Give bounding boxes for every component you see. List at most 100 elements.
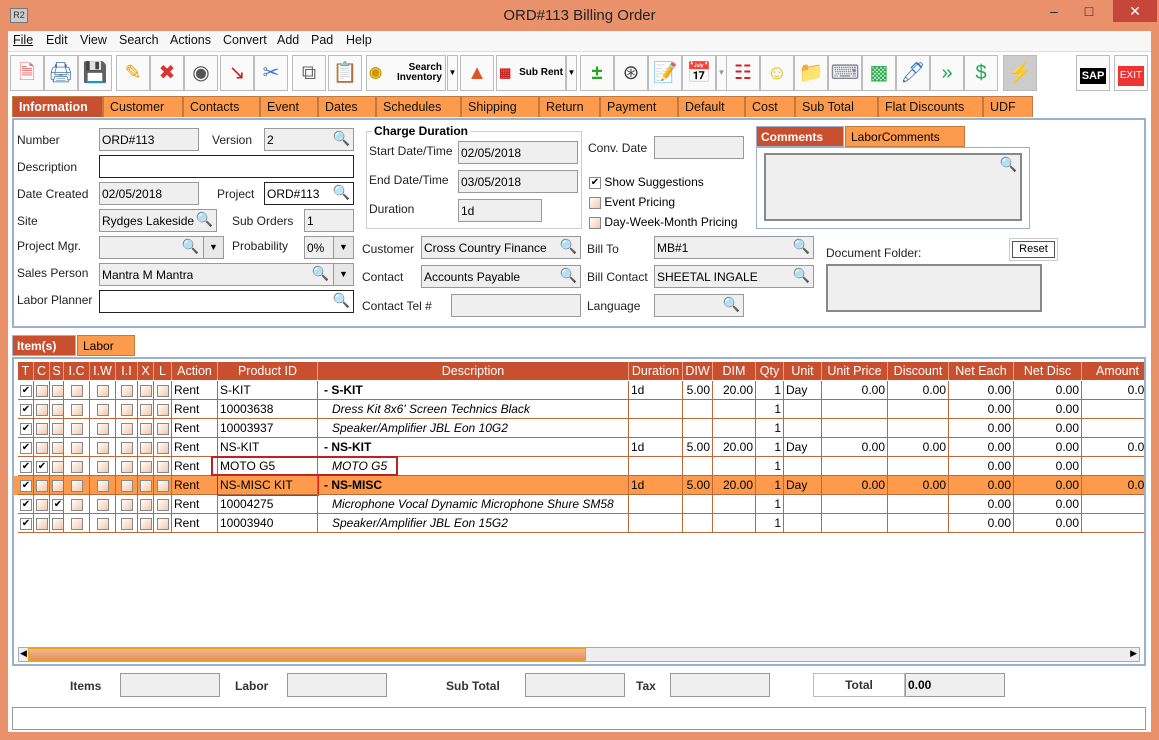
table-row[interactable]: ✔ Rent 10003638 Dress Kit 8x6' Screen Techn… bbox=[14, 400, 1144, 419]
cell-qty[interactable]: 1 bbox=[756, 381, 784, 400]
probability-select[interactable]: 0% ▼ bbox=[304, 236, 354, 259]
date-created-field[interactable]: 02/05/2018 bbox=[99, 182, 199, 205]
notepad-icon[interactable]: 📝 bbox=[648, 55, 682, 91]
cell-amount[interactable]: 0.00 bbox=[1082, 476, 1144, 495]
cell-unit[interactable]: Day bbox=[784, 476, 822, 495]
checkbox-unchecked[interactable] bbox=[156, 403, 169, 416]
checkbox-unchecked[interactable] bbox=[156, 460, 169, 473]
checkbox-checked[interactable]: ✔ bbox=[20, 517, 32, 530]
column-header-action[interactable]: Action bbox=[172, 362, 218, 380]
labor-planner-field[interactable]: 🔍 bbox=[99, 290, 354, 313]
conv-date-field[interactable] bbox=[654, 136, 744, 159]
site-field[interactable]: Rydges Lakeside Ca🔍 bbox=[99, 209, 217, 232]
checkbox-unchecked[interactable] bbox=[140, 498, 152, 511]
checkbox-unchecked[interactable] bbox=[36, 479, 48, 492]
minimize-button[interactable]: – bbox=[1050, 3, 1058, 19]
bill-contact-field[interactable]: SHEETAL INGALE 🔍 bbox=[654, 265, 814, 288]
hierarchy-icon[interactable]: ☷ bbox=[726, 55, 760, 91]
checkbox-unchecked[interactable] bbox=[156, 517, 169, 530]
tab-event[interactable]: Event bbox=[260, 96, 318, 117]
column-header-i-i[interactable]: I.I bbox=[116, 362, 138, 380]
checkbox-unchecked[interactable] bbox=[52, 422, 63, 435]
tab-shipping[interactable]: Shipping bbox=[461, 96, 539, 117]
cell-diw[interactable] bbox=[683, 400, 713, 419]
cell-duration[interactable] bbox=[629, 419, 683, 438]
checkbox-unchecked[interactable] bbox=[36, 517, 48, 530]
tab-dates[interactable]: Dates bbox=[318, 96, 376, 117]
cell-description[interactable]: - NS-KIT bbox=[318, 438, 629, 457]
checkbox-unchecked[interactable] bbox=[96, 517, 109, 530]
cell-amount[interactable] bbox=[1082, 400, 1144, 419]
maximize-button[interactable]: □ bbox=[1084, 3, 1094, 19]
menu-convert[interactable]: Convert bbox=[223, 33, 267, 47]
cell-product-id[interactable]: MOTO G5 bbox=[218, 457, 318, 476]
menu-file[interactable]: File bbox=[13, 33, 34, 47]
tab-return[interactable]: Return bbox=[539, 96, 600, 117]
cell-net-disc[interactable]: 0.00 bbox=[1014, 457, 1082, 476]
show-suggestions-checkbox[interactable]: ✔ Show Suggestions bbox=[589, 175, 704, 189]
tab-flat-discounts[interactable]: Flat Discounts bbox=[878, 96, 983, 117]
cell-dim[interactable]: 20.00 bbox=[713, 438, 756, 457]
cell-unit-price[interactable] bbox=[822, 457, 888, 476]
scroll-left-icon[interactable]: ◀ bbox=[20, 648, 27, 658]
checkbox-unchecked[interactable] bbox=[70, 384, 83, 397]
checkbox-unchecked[interactable] bbox=[36, 422, 48, 435]
checkbox-unchecked[interactable] bbox=[140, 517, 152, 530]
cell-net-each[interactable]: 0.00 bbox=[949, 438, 1014, 457]
checkbox-unchecked[interactable] bbox=[120, 441, 133, 454]
cell-action[interactable]: Rent bbox=[172, 438, 218, 457]
checkbox-unchecked[interactable] bbox=[156, 498, 169, 511]
menu-pad[interactable]: Pad bbox=[311, 33, 334, 47]
tab-items[interactable]: Item(s) bbox=[12, 335, 76, 356]
tab-payment[interactable]: Payment bbox=[600, 96, 678, 117]
cell-qty[interactable]: 1 bbox=[756, 400, 784, 419]
checkbox-unchecked[interactable] bbox=[589, 216, 601, 229]
cell-description[interactable]: Dress Kit 8x6' Screen Technics Black bbox=[318, 400, 629, 419]
cell-description[interactable]: Speaker/Amplifier JBL Eon 10G2 bbox=[318, 419, 629, 438]
cell-product-id[interactable]: 10004275 bbox=[218, 495, 318, 514]
calendar-icon[interactable]: 📅 bbox=[682, 55, 716, 91]
checkbox-unchecked[interactable] bbox=[156, 479, 169, 492]
checkbox-unchecked[interactable] bbox=[140, 403, 152, 416]
checkbox-unchecked[interactable] bbox=[52, 403, 63, 416]
binoculars-icon[interactable]: ◉ bbox=[184, 55, 218, 91]
column-header-x[interactable]: X bbox=[138, 362, 154, 380]
column-header-t[interactable]: T bbox=[18, 362, 34, 380]
menu-edit[interactable]: Edit bbox=[46, 33, 68, 47]
column-header-c[interactable]: C bbox=[34, 362, 50, 380]
search-icon[interactable]: 🔍 bbox=[559, 238, 577, 254]
column-header-duration[interactable]: Duration bbox=[629, 362, 683, 380]
column-header-unit[interactable]: Unit bbox=[784, 362, 822, 380]
cell-duration[interactable]: 1d bbox=[629, 381, 683, 400]
sap-button[interactable]: SAP bbox=[1076, 55, 1110, 91]
paste-icon[interactable]: 📋 bbox=[328, 55, 362, 91]
search-icon[interactable]: 🔍 bbox=[311, 265, 329, 281]
cell-product-id[interactable]: 10003940 bbox=[218, 514, 318, 533]
horizontal-scrollbar[interactable]: ◀ ▶ bbox=[18, 647, 1140, 662]
search-icon[interactable]: 🔍 bbox=[181, 238, 199, 254]
cell-diw[interactable]: 5.00 bbox=[683, 476, 713, 495]
cell-unit-price[interactable]: 0.00 bbox=[822, 381, 888, 400]
document-folder-field[interactable] bbox=[826, 264, 1042, 312]
shapes-icon[interactable]: ▲ bbox=[460, 55, 494, 91]
checkbox-checked[interactable]: ✔ bbox=[20, 479, 32, 492]
cell-product-id[interactable]: NS-KIT bbox=[218, 438, 318, 457]
checkbox-unchecked[interactable] bbox=[96, 403, 109, 416]
search-icon[interactable]: 🔍 bbox=[332, 130, 350, 146]
checkbox-unchecked[interactable] bbox=[70, 479, 83, 492]
version-field[interactable]: 2 🔍 bbox=[264, 128, 354, 151]
cell-net-each[interactable]: 0.00 bbox=[949, 457, 1014, 476]
cell-action[interactable]: Rent bbox=[172, 419, 218, 438]
checkbox-unchecked[interactable] bbox=[96, 498, 109, 511]
cut-scissors-icon[interactable]: ✂ bbox=[254, 55, 288, 91]
tab-labor-comments[interactable]: LaborComments bbox=[845, 126, 965, 147]
cell-qty[interactable]: 1 bbox=[756, 514, 784, 533]
cell-discount[interactable]: 0.00 bbox=[888, 381, 949, 400]
column-header-amount[interactable]: Amount bbox=[1082, 362, 1144, 380]
add-remove-icon[interactable]: ± bbox=[580, 55, 614, 91]
checkbox-unchecked[interactable] bbox=[156, 441, 169, 454]
checkbox-unchecked[interactable] bbox=[120, 517, 133, 530]
checkbox-unchecked[interactable] bbox=[36, 403, 48, 416]
search-icon[interactable]: 🔍 bbox=[792, 238, 810, 254]
chevron-down-icon[interactable]: ▼ bbox=[203, 237, 223, 258]
